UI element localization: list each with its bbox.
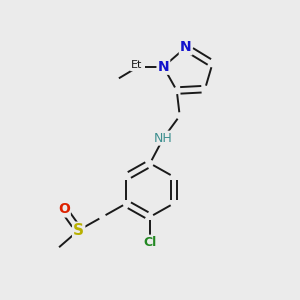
Text: O: O xyxy=(58,202,70,216)
Text: N: N xyxy=(180,40,191,55)
Text: NH: NH xyxy=(154,132,173,145)
Text: Cl: Cl xyxy=(143,236,157,249)
Text: S: S xyxy=(73,223,84,238)
Text: Et: Et xyxy=(131,60,142,70)
Text: N: N xyxy=(158,60,169,74)
